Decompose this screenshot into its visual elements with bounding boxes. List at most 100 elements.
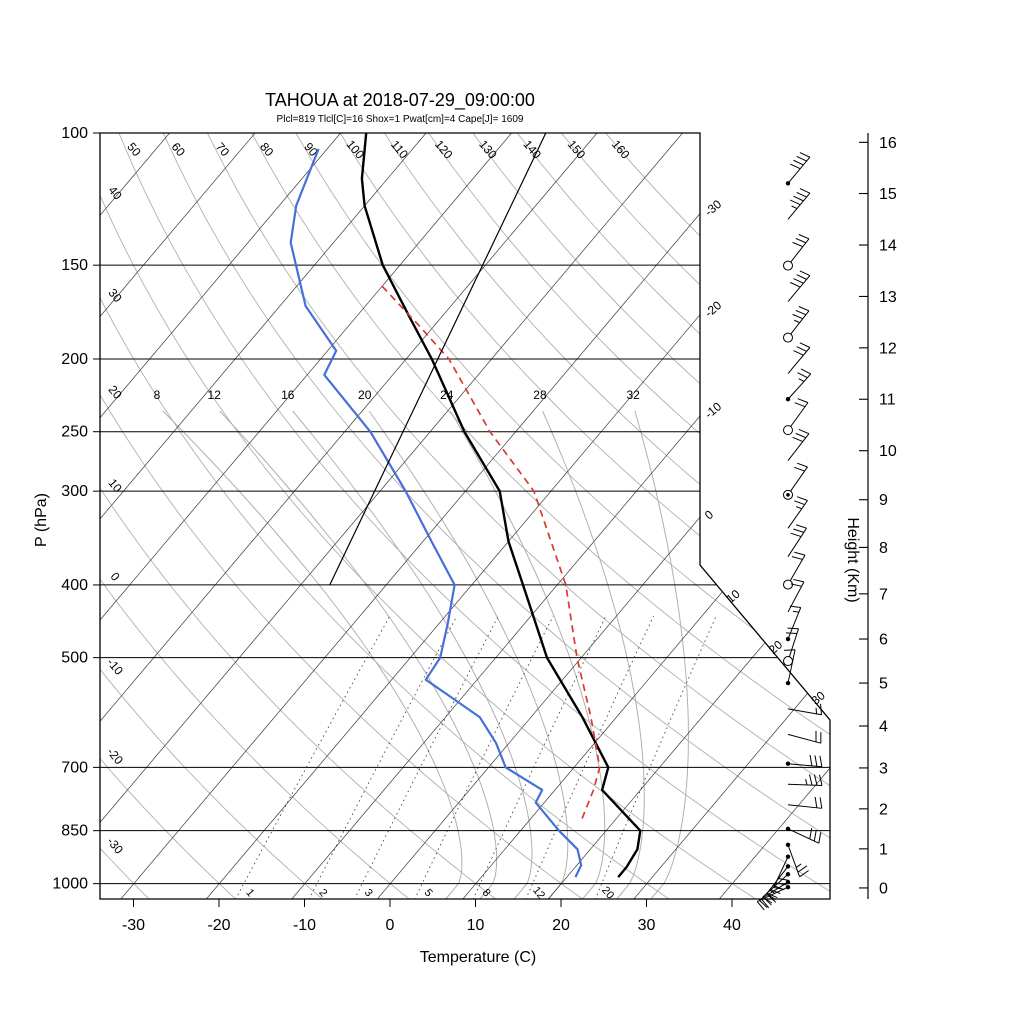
plot-frame [99,132,831,900]
moist-adiabat [634,410,689,899]
svg-text:60: 60 [169,140,189,159]
parcel-profile [381,285,601,819]
svg-text:15: 15 [879,186,897,203]
svg-text:30: 30 [105,286,125,305]
svg-text:-20: -20 [207,917,230,934]
dry-adiabat [100,133,497,899]
svg-text:-30: -30 [702,197,725,219]
dry-adiabat [339,133,830,899]
svg-text:1: 1 [879,841,888,858]
svg-text:9: 9 [879,492,888,509]
svg-text:30: 30 [638,917,656,934]
dry-adiabat [100,133,757,899]
svg-text:500: 500 [61,650,88,667]
svg-text:13: 13 [879,289,897,306]
level-dot-marker [785,864,791,869]
svg-text:20: 20 [358,388,372,402]
mixing-ratio-line [308,615,458,899]
dry-adiabat-top-labels: 50 60 70 80 90 100 110 120 130 140 150 160 [124,137,632,162]
svg-text:130: 130 [476,137,500,162]
svg-text:14: 14 [879,238,897,255]
svg-text:2: 2 [316,887,329,899]
svg-text:1000: 1000 [52,876,88,893]
svg-text:11: 11 [879,392,896,409]
svg-text:20: 20 [105,383,125,402]
svg-text:-30: -30 [104,834,126,857]
svg-text:-20: -20 [104,745,126,768]
level-dot-marker [785,854,791,859]
svg-text:32: 32 [626,388,640,402]
level-dot-marker [785,872,791,877]
svg-text:10: 10 [879,443,897,460]
pressure-axis-label: P (hPa) [33,493,50,547]
level-circle-marker [783,656,793,667]
level-circle-marker [783,332,793,343]
svg-text:700: 700 [61,759,88,776]
svg-text:20: 20 [766,637,785,657]
dry-adiabat [100,133,237,899]
svg-text:0: 0 [879,880,888,897]
chart-title: TAHOUA at 2018-07-29_09:00:00 [265,90,535,111]
svg-text:30: 30 [809,688,828,708]
svg-text:850: 850 [61,823,88,840]
level-dot-marker [785,397,791,402]
dry-adiabat [162,133,830,899]
svg-text:1: 1 [243,887,256,899]
svg-text:100: 100 [61,125,88,142]
mixing-ratio-line [525,615,655,899]
svg-text:5: 5 [422,887,435,899]
svg-text:20: 20 [552,917,570,934]
dry-adiabat [100,133,584,899]
dry-adiabat [428,133,830,899]
level-dot-marker [785,181,791,186]
svg-text:-10: -10 [104,655,126,678]
svg-text:50: 50 [124,140,144,159]
moist-adiabat [449,410,606,899]
svg-text:-10: -10 [702,399,725,421]
level-circle-marker [783,260,793,271]
svg-text:12: 12 [879,340,897,357]
moist-adiabat [219,410,498,899]
wind-barb-column [756,152,823,911]
dry-adiabat [251,133,830,899]
dewpoint-profile [289,148,583,878]
temperature-axis-label: Temperature (C) [420,949,536,966]
upper-reference-line-profile [329,133,547,586]
svg-text:10: 10 [723,587,742,607]
moist-adiabat [162,410,463,899]
svg-text:-30: -30 [122,917,145,934]
svg-text:6: 6 [879,632,888,649]
moist-adiabat-labels: 8 12 16 20 24 28 32 [154,388,641,402]
temperature-profile [360,133,642,878]
level-dot-marker [785,884,791,890]
svg-text:28: 28 [533,388,547,402]
mixing-ratio-line [235,615,391,899]
dry-adiabat [206,133,830,899]
svg-text:0: 0 [702,507,716,522]
level-dot-marker [785,680,791,686]
dry-adiabat [472,133,830,899]
svg-text:8: 8 [879,540,888,557]
dry-adiabat [605,133,830,899]
moist-adiabat [542,410,645,899]
mixing-ratio-line [472,615,607,899]
moist-adiabat [292,410,533,899]
svg-text:150: 150 [61,257,88,274]
svg-text:250: 250 [61,424,88,441]
svg-text:400: 400 [61,577,88,594]
pressure-tick-labels: 100 150 200 250 300 400 500 700 850 1000 [52,125,100,893]
svg-text:16: 16 [879,135,897,152]
svg-text:120: 120 [432,137,456,162]
svg-text:2: 2 [879,801,888,818]
svg-text:0: 0 [386,917,395,934]
sounding-profiles [289,133,642,878]
level-circle-marker [783,579,793,590]
svg-text:8: 8 [154,388,161,402]
level-dot-marker [785,879,791,885]
svg-text:16: 16 [281,388,295,402]
svg-text:4: 4 [879,719,888,736]
